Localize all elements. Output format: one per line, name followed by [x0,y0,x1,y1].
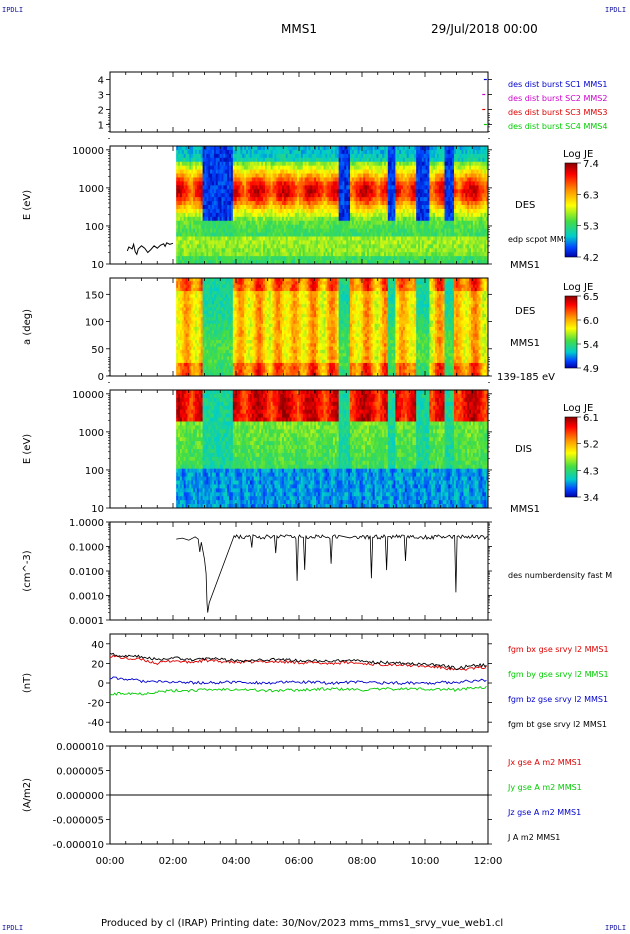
burst-legend-2: des dist burst SC2 MMS2 [508,94,607,103]
burst-panel-ytick-label: 4 [98,76,104,87]
burst-panel-frame [110,72,488,132]
burst-panel-ytick-label: 2 [98,106,104,117]
burst-legend-1: des dist burst SC1 MMS1 [508,80,607,89]
burst-legend-3: des dist burst SC3 MMS3 [508,108,607,117]
summary-plot: 1 2 3 4 des dist burst SC1 MMS1 des dist burs… [0,0,630,934]
burst-legend-4: des dist burst SC4 MMS4 [508,122,607,131]
des-spectrogram-cells [176,146,488,265]
burst-panel-ytick-label: 1 [98,121,104,132]
burst-panel-ytick-label: 3 [98,91,104,102]
